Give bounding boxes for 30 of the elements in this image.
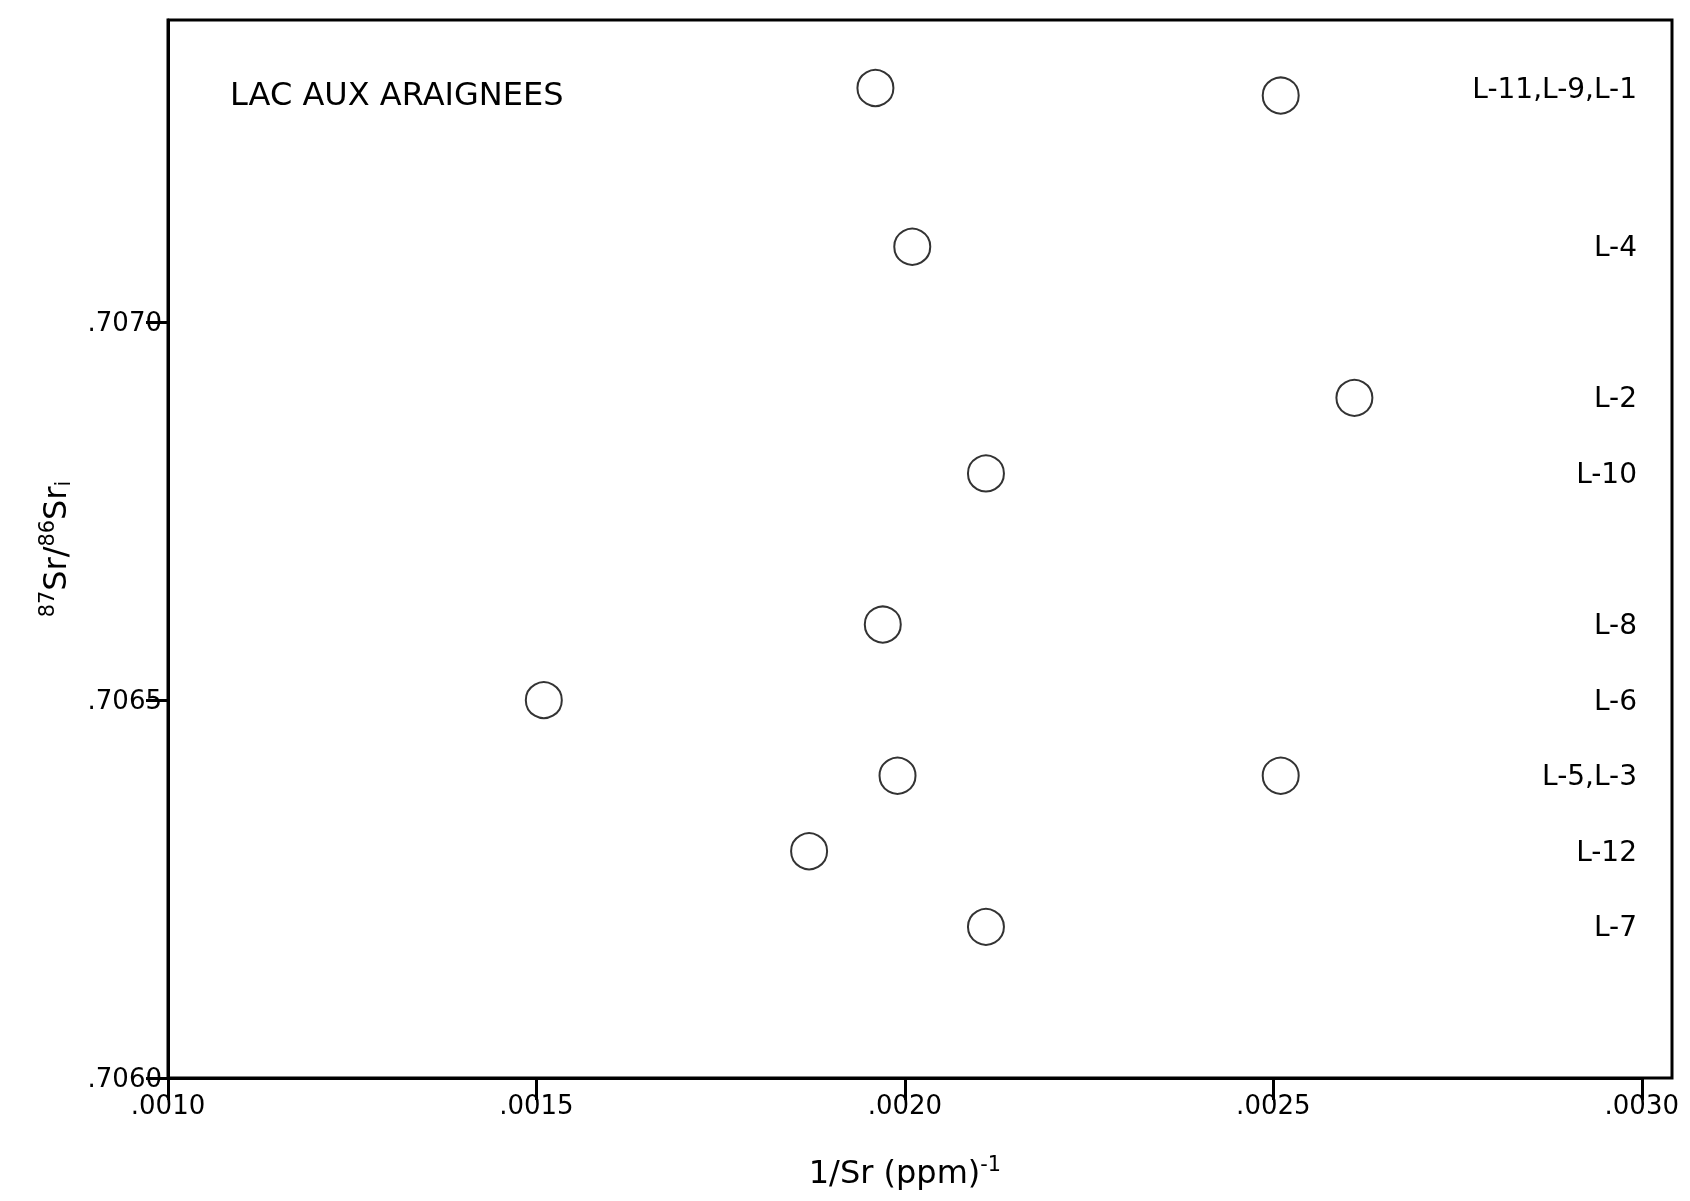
text: LAC AUX ARAIGNEES	[230, 75, 564, 113]
annotation: L-7	[1593, 910, 1637, 944]
x-tick-label: .0015	[499, 1090, 574, 1120]
y-axis-title: 87Sr/86Sri	[34, 480, 75, 618]
point	[863, 605, 902, 644]
point	[966, 907, 1005, 946]
point	[893, 227, 932, 266]
point	[1335, 378, 1374, 417]
y-tick-label: .7060	[87, 1063, 162, 1093]
annotation: L-12	[1576, 834, 1637, 868]
annotation: L-2	[1593, 381, 1637, 415]
annotation: L-6	[1593, 683, 1637, 717]
annotation: L-5,L-3	[1542, 759, 1637, 793]
annotation: L-8	[1593, 608, 1637, 642]
point	[1261, 756, 1300, 795]
x-tick-label: .0025	[1236, 1090, 1311, 1120]
point	[856, 69, 895, 107]
point	[524, 681, 563, 720]
x-tick-label: .0030	[1604, 1090, 1679, 1120]
point	[1261, 76, 1300, 115]
y-tick-label: .7070	[87, 307, 162, 338]
annotation: L-11,L-9,L-1	[1472, 71, 1637, 105]
x-tick-label: .0010	[130, 1090, 206, 1120]
y-tick-label: .7065	[87, 685, 162, 716]
point	[790, 832, 829, 871]
annotation: L-4	[1593, 230, 1637, 264]
x-tick-label: .0020	[867, 1090, 943, 1120]
annotation: L-10	[1576, 456, 1637, 490]
point	[966, 454, 1005, 493]
point	[878, 756, 917, 795]
